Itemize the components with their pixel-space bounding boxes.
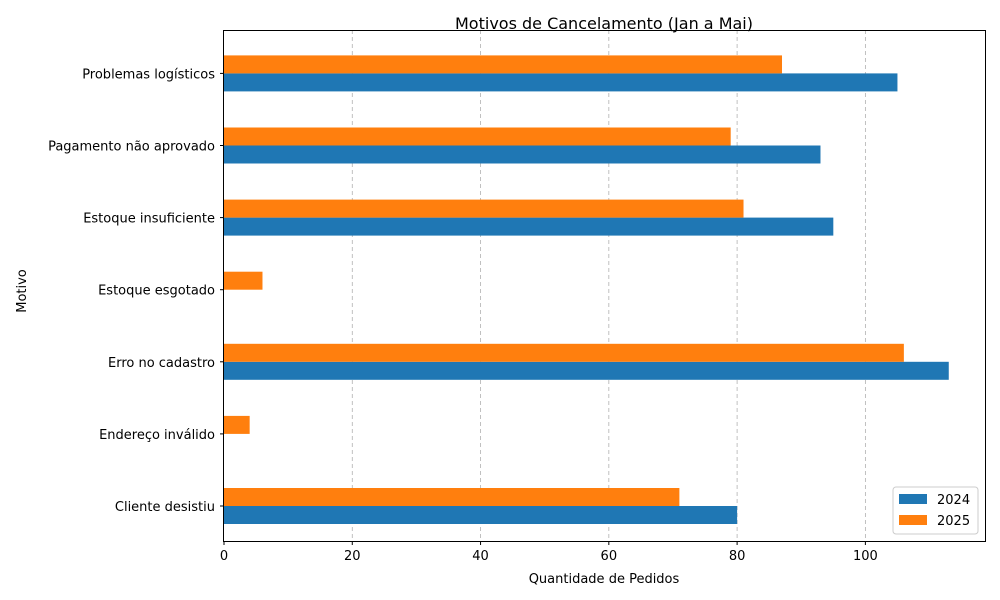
y-tick-label: Cliente desistiu xyxy=(115,500,215,515)
x-gridlines xyxy=(351,30,866,541)
bar-2024 xyxy=(224,73,898,92)
y-tick-label: Problemas logísticos xyxy=(82,67,215,82)
x-tick-label: 20 xyxy=(344,549,361,564)
bar-2025 xyxy=(224,127,731,146)
bar-2025 xyxy=(224,55,783,74)
plot-area-frame xyxy=(223,30,986,542)
x-tick-label: 80 xyxy=(729,549,746,564)
bar-2024 xyxy=(224,145,821,164)
y-tick-label: Pagamento não aprovado xyxy=(48,140,215,155)
bar-2025 xyxy=(224,343,904,362)
legend-label: 2025 xyxy=(937,514,970,529)
x-axis-label: Quantidade de Pedidos xyxy=(529,572,680,587)
bar-2024 xyxy=(224,506,738,524)
y-tick-label: Estoque insuficiente xyxy=(83,212,215,227)
y-tick-label: Erro no cadastro xyxy=(108,356,215,371)
bars xyxy=(224,55,949,524)
y-tick-label: Estoque esgotado xyxy=(98,284,215,299)
legend-label: 2024 xyxy=(937,493,970,508)
x-tick-label: 0 xyxy=(220,549,228,564)
x-tick-label: 100 xyxy=(853,549,878,564)
chart-title: Motivos de Cancelamento (Jan a Mai) xyxy=(455,14,753,33)
x-tick-label: 60 xyxy=(601,549,618,564)
bar-2024 xyxy=(224,217,834,236)
y-axis-label: Motivo xyxy=(15,269,30,313)
legend-swatch xyxy=(899,494,927,504)
x-tick-label: 40 xyxy=(472,549,489,564)
bar-2025 xyxy=(224,271,263,290)
legend: 2024 2025 xyxy=(892,486,979,535)
bar-2025 xyxy=(224,488,680,506)
bar-2024 xyxy=(224,361,949,380)
x-axis-ticks: 0 20 40 60 80 100 xyxy=(220,541,878,564)
y-tick-label: Endereço inválido xyxy=(99,428,215,443)
bar-2025 xyxy=(224,415,250,434)
legend-items: 2024 2025 xyxy=(899,493,970,529)
bar-2025 xyxy=(224,199,744,218)
y-axis-ticks: Cliente desistiu Endereço inválido Erro no… xyxy=(48,67,224,515)
legend-swatch xyxy=(899,515,927,525)
